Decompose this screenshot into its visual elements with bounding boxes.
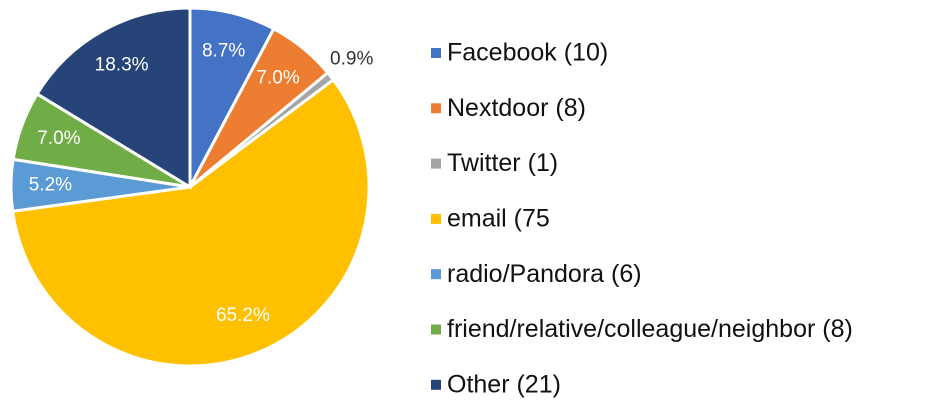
legend-label: Other (21) xyxy=(447,370,561,398)
legend-swatch xyxy=(431,213,441,224)
legend-label: radio/Pandora (6) xyxy=(447,260,642,288)
pie-slice xyxy=(10,77,371,368)
slice-label: 0.9% xyxy=(330,49,373,70)
legend-swatch xyxy=(431,324,441,335)
slice-label: 18.3% xyxy=(95,54,149,75)
legend-label: Nextdoor (8) xyxy=(447,94,586,122)
slice-label: 7.0% xyxy=(37,128,80,149)
pie-slice xyxy=(35,6,192,190)
legend-swatch xyxy=(431,103,441,114)
slice-label: 65.2% xyxy=(216,305,270,326)
slice-label: 5.2% xyxy=(29,175,72,196)
legend-label: Facebook (10) xyxy=(447,39,608,67)
legend-label: friend/relative/colleague/neighbor (8) xyxy=(447,315,853,343)
legend-swatch xyxy=(431,269,441,280)
slice-label: 8.7% xyxy=(202,41,245,62)
legend-swatch xyxy=(431,379,441,390)
slice-label: 7.0% xyxy=(256,68,299,89)
legend-swatch xyxy=(431,48,441,58)
legend-label: email (75 xyxy=(447,205,550,233)
legend-label: Twitter (1) xyxy=(447,149,558,177)
legend-swatch xyxy=(431,158,441,169)
